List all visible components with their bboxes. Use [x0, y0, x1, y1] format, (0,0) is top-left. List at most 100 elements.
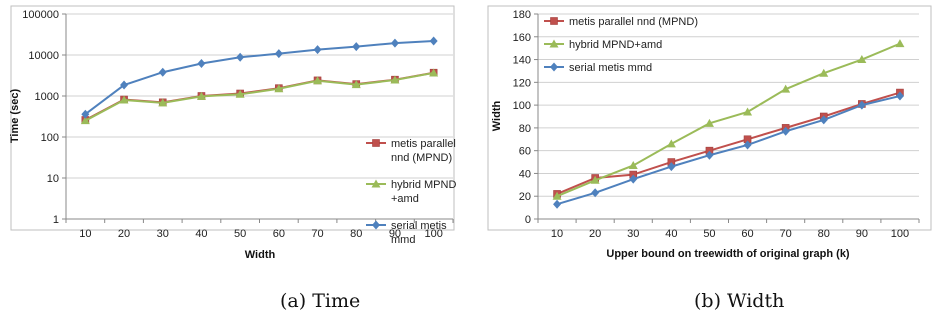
legend-label: mmd	[391, 234, 415, 246]
legend-label: metis parallel	[391, 138, 456, 150]
data-point	[781, 126, 790, 136]
data-point	[895, 39, 905, 48]
x-tick-label: 90	[389, 228, 401, 240]
x-tick-label: 80	[818, 228, 830, 240]
legend-label: +amd	[391, 193, 419, 205]
caption-width: (b) Width	[694, 290, 785, 312]
data-point	[236, 52, 245, 62]
y-tick-label: 140	[513, 55, 531, 67]
legend-swatch-marker	[549, 39, 559, 48]
data-point	[667, 162, 676, 172]
data-point	[743, 107, 753, 116]
x-tick-label: 20	[589, 228, 601, 240]
legend-label: serial metis mmd	[569, 62, 652, 74]
caption-time: (a) Time	[280, 290, 361, 312]
x-tick-label: 60	[273, 228, 285, 240]
data-point	[274, 49, 283, 59]
y-tick-label: 10	[47, 173, 59, 185]
y-tick-label: 1000	[35, 91, 59, 103]
x-tick-label: 20	[118, 228, 130, 240]
data-point	[743, 140, 752, 150]
x-tick-label: 100	[424, 228, 442, 240]
x-tick-label: 40	[665, 228, 677, 240]
data-point	[552, 191, 562, 200]
data-point	[781, 84, 791, 93]
y-tick-label: 160	[513, 32, 531, 44]
legend-swatch-marker	[372, 220, 380, 230]
x-tick-label: 10	[79, 228, 91, 240]
y-tick-label: 100000	[22, 9, 59, 21]
x-tick-label: 90	[856, 228, 868, 240]
series-triangle: hybrid MPND +amd	[80, 68, 456, 205]
series-line	[556, 91, 901, 195]
y-tick-label: 1	[53, 214, 59, 226]
data-point	[666, 139, 676, 148]
data-point	[158, 98, 168, 107]
data-point	[80, 116, 90, 125]
chart-frame	[10, 5, 455, 231]
y-tick-label: 100	[513, 100, 531, 112]
legend-label: nnd (MPND)	[391, 152, 452, 164]
series-line	[84, 71, 434, 122]
data-point	[352, 42, 361, 52]
series-triangle: hybrid MPND+amd	[544, 39, 905, 200]
y-tick-label: 120	[513, 77, 531, 89]
data-point	[857, 100, 866, 110]
data-point	[819, 115, 828, 125]
data-point	[313, 76, 323, 85]
data-point	[313, 45, 322, 55]
data-point	[857, 55, 867, 64]
data-point	[235, 89, 245, 98]
data-point	[196, 91, 206, 100]
x-tick-label: 30	[157, 228, 169, 240]
data-point	[429, 36, 438, 46]
x-tick-label: 50	[234, 228, 246, 240]
y-tick-label: 80	[519, 123, 531, 135]
legend-swatch-marker	[550, 62, 558, 72]
data-point	[553, 199, 562, 209]
chart-width: 0 20 40 60 80 100 120 140 160 180 10 20 30 40 50 60 70 80…	[487, 5, 932, 260]
x-tick-label: 100	[891, 228, 909, 240]
data-point	[81, 109, 90, 119]
x-tick-label: 30	[627, 228, 639, 240]
x-tick-label: 70	[780, 228, 792, 240]
x-tick-label: 40	[195, 228, 207, 240]
chart-time: 1 10 100 1000 10000 100000 10 20 30 40 50 60 70 80 90 1…	[9, 5, 456, 261]
x-tick-label: 80	[350, 228, 362, 240]
legend-swatch-marker	[371, 179, 381, 188]
legend-label: metis parallel nnd (MPND)	[569, 16, 698, 28]
data-point	[704, 118, 714, 127]
data-point	[895, 91, 904, 101]
data-point	[120, 80, 129, 90]
series-line	[556, 95, 901, 206]
data-point	[197, 59, 206, 69]
series-diamond: serial metis mmd	[81, 36, 447, 246]
y-tick-label: 40	[519, 168, 531, 180]
data-point	[628, 160, 638, 169]
series-line	[556, 42, 901, 198]
legend-swatch-marker	[550, 17, 558, 25]
data-point	[629, 174, 638, 184]
x-tick-label: 10	[551, 228, 563, 240]
x-axis-label: Width	[245, 249, 276, 261]
y-tick-label: 10000	[28, 50, 59, 62]
y-tick-label: 180	[513, 9, 531, 21]
data-point	[390, 75, 400, 84]
legend-label: hybrid MPND	[391, 179, 456, 191]
data-point	[705, 150, 714, 160]
x-tick-label: 70	[311, 228, 323, 240]
y-tick-label: 60	[519, 146, 531, 158]
data-point	[429, 68, 439, 77]
data-point	[351, 80, 361, 89]
data-point	[274, 84, 284, 93]
x-axis-label: Upper bound on treewidth of original gra…	[606, 248, 850, 260]
legend-label: serial metis	[391, 220, 447, 232]
x-tick-label: 60	[741, 228, 753, 240]
data-point	[819, 68, 829, 77]
data-point	[158, 67, 167, 77]
y-tick-label: 100	[41, 132, 59, 144]
data-point	[590, 175, 600, 184]
x-tick-label: 50	[703, 228, 715, 240]
series-diamond: serial metis mmd	[544, 62, 904, 209]
